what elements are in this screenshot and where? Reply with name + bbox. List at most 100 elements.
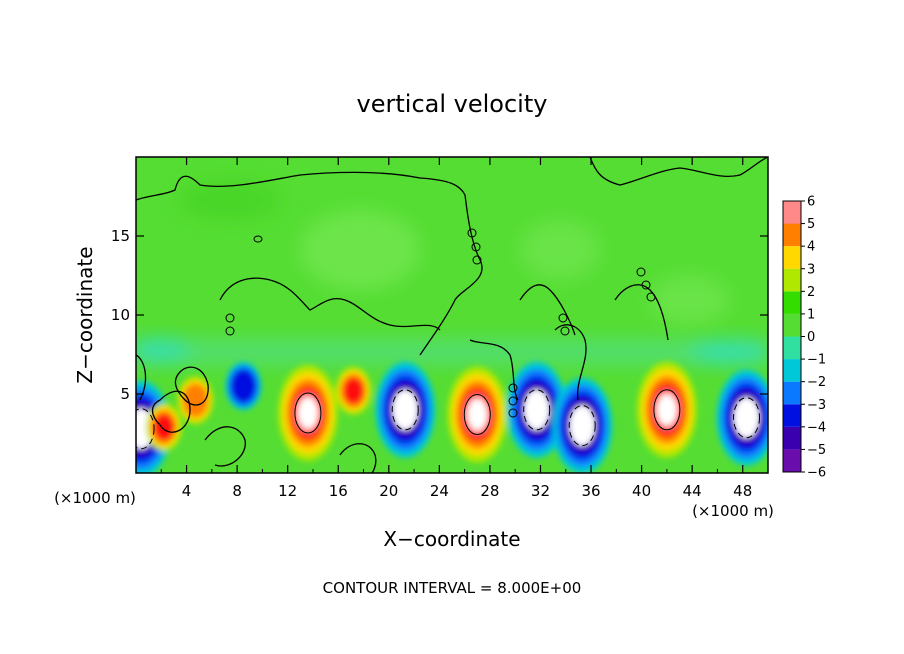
contour-loop — [467, 228, 477, 238]
x-tick-label: 4 — [182, 482, 192, 500]
y-tick-label: 10 — [111, 306, 130, 324]
plot-area — [135, 156, 769, 474]
contour-line — [469, 339, 519, 401]
contour-loop — [508, 408, 518, 418]
contour-loop — [560, 326, 570, 336]
cell-contour — [653, 389, 681, 431]
contour-line — [614, 284, 669, 341]
x-tick-label: 12 — [278, 482, 297, 500]
cell-contour — [568, 405, 596, 447]
colorbar-tick-label: −1 — [807, 353, 826, 368]
contour-loop — [253, 235, 263, 243]
contour-loop — [471, 242, 481, 252]
colorbar-segment — [783, 313, 801, 337]
velocity-cell — [343, 377, 364, 405]
velocity-cell — [467, 399, 487, 430]
colorbar-tick-label: 6 — [807, 195, 815, 210]
contour-loop — [636, 267, 646, 277]
cell-contour — [463, 394, 491, 436]
contour-line — [339, 443, 377, 473]
velocity-cell — [569, 405, 595, 446]
cell-contour — [523, 389, 551, 431]
x-tick-label: 32 — [531, 482, 550, 500]
x-unit-right: (×1000 m) — [692, 502, 774, 520]
colorbar: 6 5 4 3 2 1 0 −1 −2 −3 −4 −5 −6 — [782, 195, 826, 481]
x-unit-left: (×1000 m) — [54, 489, 136, 507]
contour-loop — [646, 292, 656, 302]
colorbar-tick-label: −2 — [807, 375, 826, 390]
contour-loop — [225, 313, 235, 323]
velocity-cell — [230, 369, 257, 403]
colorbar-tick-label: −6 — [807, 466, 826, 481]
upper-texture — [180, 180, 730, 325]
x-tick-label: 16 — [329, 482, 348, 500]
colorbar-segment — [783, 426, 801, 450]
colorbar-tick-label: −4 — [807, 420, 826, 435]
x-tick-label: 44 — [683, 482, 702, 500]
x-tick-label: 48 — [733, 482, 752, 500]
y-axis-ticks: 5 10 15 — [111, 227, 768, 403]
y-tick-label: 5 — [120, 385, 130, 403]
x-tick-label: 20 — [379, 482, 398, 500]
contour-line — [136, 171, 483, 356]
colorbar-tick-label: 2 — [807, 285, 815, 300]
cell-contour — [136, 408, 155, 450]
contour-line — [136, 354, 147, 401]
colorbar-segment — [783, 359, 801, 382]
x-axis-label: X−coordinate — [383, 527, 520, 551]
contour-interval-footer: CONTOUR INTERVAL = 8.000E+00 — [323, 579, 582, 597]
contour-line — [204, 426, 246, 467]
cell-contour — [294, 392, 322, 434]
velocity-cell — [298, 397, 318, 429]
x-tick-label: 24 — [430, 482, 449, 500]
contour-lines — [136, 157, 768, 473]
colorbar-tick-label: 3 — [807, 262, 815, 277]
velocity-cell — [733, 397, 760, 438]
velocity-cell — [392, 389, 418, 430]
velocity-cell — [153, 413, 174, 441]
colorbar-segment — [783, 268, 801, 292]
contour-small-loops — [225, 228, 656, 418]
x-tick-label: 40 — [632, 482, 651, 500]
velocity-cell — [657, 394, 677, 426]
chart-title: vertical velocity — [357, 90, 548, 118]
contour-loop — [641, 280, 651, 290]
colorbar-segment — [783, 404, 801, 427]
velocity-cells — [136, 361, 768, 473]
cell-contour — [391, 389, 419, 431]
colorbar-tick-label: −3 — [807, 398, 826, 413]
colorbar-segment — [783, 336, 801, 360]
contour-loop — [558, 313, 568, 323]
contour-loop — [472, 255, 482, 265]
contour-line — [151, 390, 191, 433]
y-tick-label: 15 — [111, 227, 130, 245]
y-axis-label: Z−coordinate — [73, 246, 97, 383]
contour-line — [219, 277, 441, 331]
x-axis-ticks: 4 8 12 16 20 24 28 32 36 40 44 48 — [160, 157, 752, 500]
contour-loop — [508, 383, 518, 393]
velocity-cell — [182, 383, 209, 418]
x-tick-label: 8 — [232, 482, 242, 500]
contour-line — [519, 284, 576, 336]
x-tick-label: 36 — [581, 482, 600, 500]
colorbar-segment — [783, 291, 801, 314]
x-tick-label: 28 — [480, 482, 499, 500]
contour-line — [589, 157, 768, 186]
lower-band — [136, 338, 768, 364]
colorbar-tick-label: 4 — [807, 240, 815, 255]
colorbar-segment — [783, 201, 801, 224]
contour-loop — [225, 326, 235, 336]
cell-contour — [733, 397, 761, 439]
colorbar-segment — [783, 449, 801, 472]
colorbar-segment — [783, 381, 801, 405]
colorbar-tick-label: −5 — [807, 443, 826, 458]
velocity-cell — [524, 389, 550, 430]
colorbar-tick-label: 5 — [807, 217, 815, 232]
colorbar-tick-label: 0 — [807, 330, 815, 345]
contour-line — [554, 324, 587, 401]
contour-loop — [508, 396, 518, 406]
colorbar-segment — [783, 223, 801, 247]
colorbar-segment — [783, 246, 801, 269]
contour-line — [174, 366, 209, 406]
